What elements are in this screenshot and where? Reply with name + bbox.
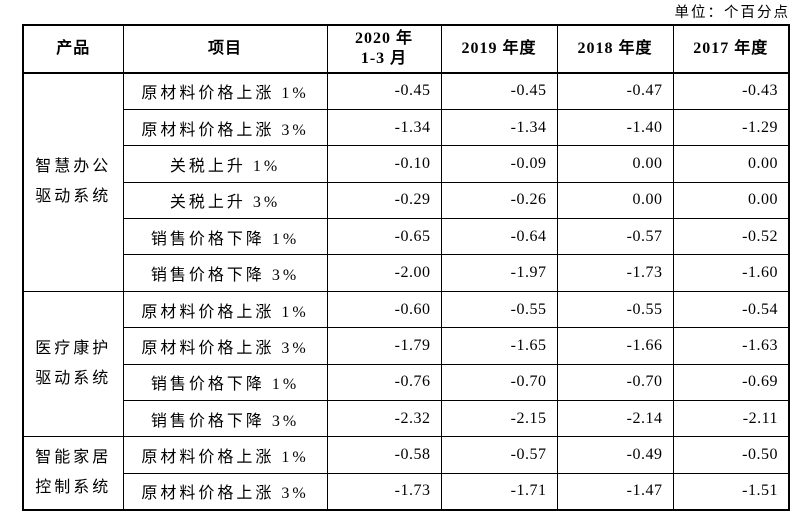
value-cell: -1.40 xyxy=(556,108,674,147)
value-cell: -0.55 xyxy=(440,290,558,329)
table-row: 智能家居控制系统 原材料价格上涨 1% -0.58 -0.57 -0.49 -0.50 xyxy=(22,436,790,511)
product-label-line: 智慧办公 xyxy=(35,158,112,176)
table-row: 销售价格下降 1% -0.76 -0.70 -0.70 -0.69 xyxy=(23,363,790,402)
table-row: 销售价格下降 3% -2.00 -1.97 -1.73 -1.60 xyxy=(23,254,790,292)
value-cell: -0.69 xyxy=(672,363,790,402)
item-cell: 关税上升 3% xyxy=(122,181,328,220)
product-cell: 医疗康护 驱动系统 xyxy=(22,290,124,438)
product-cell: 智能家居 控制系统 xyxy=(22,436,124,511)
value-cell: -0.43 xyxy=(672,72,790,110)
col-header-2019: 2019 年度 xyxy=(440,24,558,74)
value-cell: 0.00 xyxy=(556,145,674,183)
value-cell: -2.15 xyxy=(440,400,558,438)
item-cell: 原材料价格上涨 3% xyxy=(122,327,328,365)
value-cell: -0.64 xyxy=(440,218,558,256)
value-cell: -0.47 xyxy=(556,72,674,110)
product-cell: 智慧办公 驱动系统 xyxy=(22,72,124,292)
value-cell: -2.11 xyxy=(672,400,790,438)
col-header-2020q1-line2: 1-3 月 xyxy=(360,50,408,67)
product-label-line: 驱动系统 xyxy=(35,370,112,388)
value-cell: -0.54 xyxy=(672,290,790,329)
value-cell: -1.71 xyxy=(440,472,558,511)
table-row: 关税上升 3% -0.29 -0.26 0.00 0.00 xyxy=(23,181,790,220)
value-cell: -1.51 xyxy=(672,472,790,511)
value-cell: -2.32 xyxy=(326,400,442,438)
value-cell: -0.45 xyxy=(326,72,442,110)
item-cell: 销售价格下降 1% xyxy=(122,218,328,256)
value-cell: -0.70 xyxy=(556,363,674,402)
product-label-line: 医疗康护 xyxy=(35,339,112,357)
item-cell: 原材料价格上涨 1% xyxy=(122,290,328,329)
value-cell: -0.29 xyxy=(326,181,442,220)
value-cell: 0.00 xyxy=(672,145,790,183)
item-cell: 原材料价格上涨 1% xyxy=(122,436,328,474)
value-cell: -0.65 xyxy=(326,218,442,256)
table-row: 原材料价格上涨 3% -1.73 -1.71 -1.47 -1.51 xyxy=(23,472,790,511)
value-cell: -1.63 xyxy=(672,327,790,365)
product-label-line: 驱动系统 xyxy=(35,188,112,206)
value-cell: -0.49 xyxy=(556,436,674,474)
item-cell: 销售价格下降 3% xyxy=(122,400,328,438)
value-cell: -1.65 xyxy=(440,327,558,365)
col-header-2018: 2018 年度 xyxy=(556,24,674,74)
value-cell: -1.73 xyxy=(326,472,442,511)
table-row: 原材料价格上涨 3% -1.79 -1.65 -1.66 -1.63 xyxy=(23,327,790,365)
value-cell: -2.14 xyxy=(556,400,674,438)
product-label-line: 控制系统 xyxy=(35,479,112,497)
sensitivity-table: 产品 项目 2020 年 1-3 月 2019 年度 2018 年度 2017 … xyxy=(22,24,790,511)
value-cell: 0.00 xyxy=(556,181,674,220)
value-cell: -0.70 xyxy=(440,363,558,402)
header-row: 产品 项目 2020 年 1-3 月 2019 年度 2018 年度 2017 … xyxy=(22,24,790,74)
value-cell: -0.60 xyxy=(326,290,442,329)
col-header-product: 产品 xyxy=(22,24,124,74)
value-cell: -1.73 xyxy=(556,254,674,292)
value-cell: -0.45 xyxy=(440,72,558,110)
item-cell: 销售价格下降 1% xyxy=(122,363,328,402)
table-row: 销售价格下降 3% -2.32 -2.15 -2.14 -2.11 xyxy=(23,400,790,438)
item-cell: 关税上升 1% xyxy=(122,145,328,183)
col-header-item: 项目 xyxy=(122,24,328,74)
value-cell: -1.47 xyxy=(556,472,674,511)
item-cell: 销售价格下降 3% xyxy=(122,254,328,292)
table-row: 原材料价格上涨 3% -1.34 -1.34 -1.40 -1.29 xyxy=(23,108,790,147)
table-row: 医疗康护 驱动系统 原材料价格上涨 1% -0.60 -0.55 -0.55 -0.54 xyxy=(22,290,790,438)
value-cell: -0.76 xyxy=(326,363,442,402)
value-cell: -1.79 xyxy=(326,327,442,365)
table-row: 关税上升 1% -0.10 -0.09 0.00 0.00 xyxy=(23,145,790,183)
col-header-2020q1: 2020 年 1-3 月 xyxy=(326,24,442,74)
value-cell: -0.50 xyxy=(672,436,790,474)
value-cell: -0.57 xyxy=(556,218,674,256)
value-cell: -0.52 xyxy=(672,218,790,256)
item-cell: 原材料价格上涨 1% xyxy=(122,72,328,110)
item-cell: 原材料价格上涨 3% xyxy=(122,472,328,511)
table-row: 智慧办公 驱动系统 原材料价格上涨 1% -0.45 -0.45 -0.47 -0.43 xyxy=(22,72,790,292)
value-cell: -0.10 xyxy=(326,145,442,183)
table-row: 销售价格下降 1% -0.65 -0.64 -0.57 -0.52 xyxy=(23,218,790,256)
table-header: 产品 项目 2020 年 1-3 月 2019 年度 2018 年度 2017 … xyxy=(22,24,790,74)
value-cell: -1.60 xyxy=(672,254,790,292)
value-cell: -0.09 xyxy=(440,145,558,183)
value-cell: -1.29 xyxy=(672,108,790,147)
col-header-2020q1-line1: 2020 年 xyxy=(354,30,413,47)
value-cell: -0.55 xyxy=(556,290,674,329)
value-cell: -1.34 xyxy=(440,108,558,147)
table-body: 智慧办公 驱动系统 原材料价格上涨 1% -0.45 -0.45 -0.47 -0.43 原材… xyxy=(22,72,790,511)
value-cell: -1.97 xyxy=(440,254,558,292)
col-header-2017: 2017 年度 xyxy=(672,24,790,74)
value-cell: -0.26 xyxy=(440,181,558,220)
item-cell: 原材料价格上涨 3% xyxy=(122,108,328,147)
value-cell: -0.58 xyxy=(326,436,442,474)
product-label-line: 智能家居 xyxy=(35,448,112,466)
value-cell: 0.00 xyxy=(672,181,790,220)
value-cell: -1.34 xyxy=(326,108,442,147)
value-cell: -0.57 xyxy=(440,436,558,474)
unit-label: 单位：个百分点 xyxy=(674,5,790,21)
value-cell: -2.00 xyxy=(326,254,442,292)
value-cell: -1.66 xyxy=(556,327,674,365)
